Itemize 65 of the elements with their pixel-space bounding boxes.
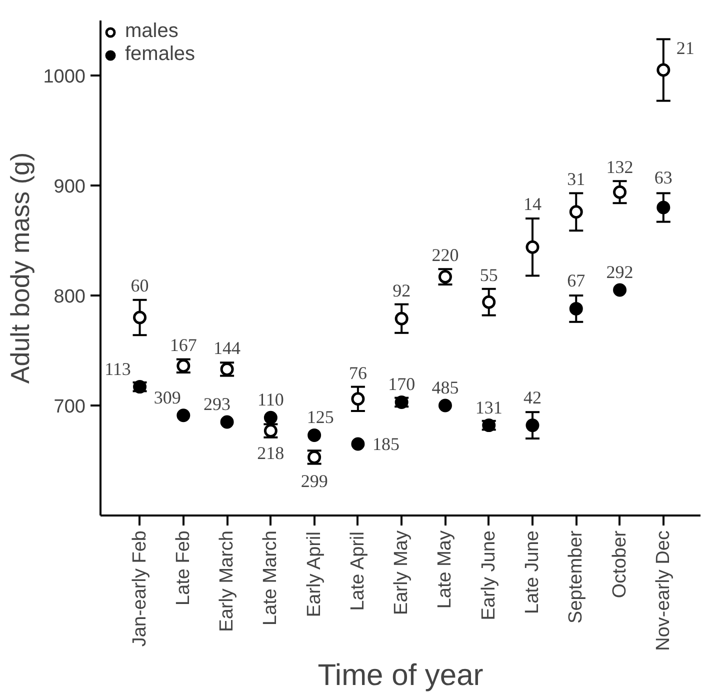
annotation: 144	[214, 338, 241, 358]
y-axis-title: Adult body mass (g)	[5, 152, 36, 384]
annotation: 31	[567, 168, 586, 189]
annotation: 42	[524, 387, 542, 408]
x-tick-label: October	[609, 530, 630, 598]
annotation: 485	[432, 378, 459, 398]
x-tick-label: Late Feb	[172, 530, 194, 606]
point	[220, 415, 234, 429]
point	[394, 312, 408, 326]
annotation: 60	[130, 276, 149, 296]
x-axis-title: Time of year	[318, 658, 484, 692]
x-tick-label: Early June	[478, 530, 500, 620]
legend-label: females	[125, 43, 196, 66]
y-tick-label: 900	[54, 176, 86, 198]
annotation: 220	[432, 244, 459, 265]
point	[569, 205, 583, 219]
annotation: 167	[170, 334, 197, 355]
annotation: 21	[676, 38, 694, 58]
annotation: 113	[104, 358, 131, 379]
annotation: 14	[524, 194, 542, 214]
x-tick-label: Late March	[260, 530, 282, 626]
x-tick-label: Early March	[216, 530, 238, 632]
point	[656, 200, 670, 214]
point	[613, 283, 627, 297]
y-tick-label: 800	[54, 286, 86, 308]
point	[176, 408, 190, 422]
x-tick-label: September	[566, 530, 587, 624]
point	[569, 302, 583, 316]
legend-label: males	[125, 20, 178, 43]
x-tick-label: Late May	[434, 530, 456, 609]
annotation: 76	[348, 362, 367, 383]
annotation: 170	[388, 374, 416, 394]
x-tick-label: Early May	[391, 530, 412, 615]
x-tick-label: Early April	[304, 532, 325, 618]
annotation: 299	[300, 471, 328, 492]
annotation: 185	[372, 434, 400, 454]
point	[656, 63, 670, 77]
annotation: 125	[306, 407, 334, 428]
point	[613, 185, 627, 199]
x-tick-label: Late April	[347, 532, 368, 611]
annotation: 309	[154, 387, 181, 408]
y-tick-label: 1000	[43, 66, 86, 88]
annotation: 67	[567, 270, 586, 291]
point	[482, 295, 496, 309]
x-tick-label: Nov-early Dec	[652, 530, 674, 651]
annotation: 293	[204, 394, 231, 414]
annotation: 218	[257, 442, 284, 463]
point	[351, 437, 365, 451]
point	[526, 418, 540, 432]
annotation: 132	[606, 157, 634, 178]
point	[264, 410, 278, 424]
point	[526, 240, 540, 254]
y-tick-label: 700	[54, 396, 86, 418]
annotation: 92	[392, 280, 411, 301]
x-tick-label: Jan-early Feb	[129, 530, 150, 647]
annotation: 63	[654, 168, 672, 188]
point	[438, 398, 452, 412]
annotation: 110	[258, 390, 284, 410]
annotation: 292	[606, 262, 634, 282]
point	[133, 310, 147, 324]
point	[351, 392, 365, 406]
annotation: 55	[480, 265, 498, 286]
x-tick-label: Late June	[522, 530, 543, 614]
point	[308, 428, 322, 442]
annotation: 131	[475, 397, 502, 418]
